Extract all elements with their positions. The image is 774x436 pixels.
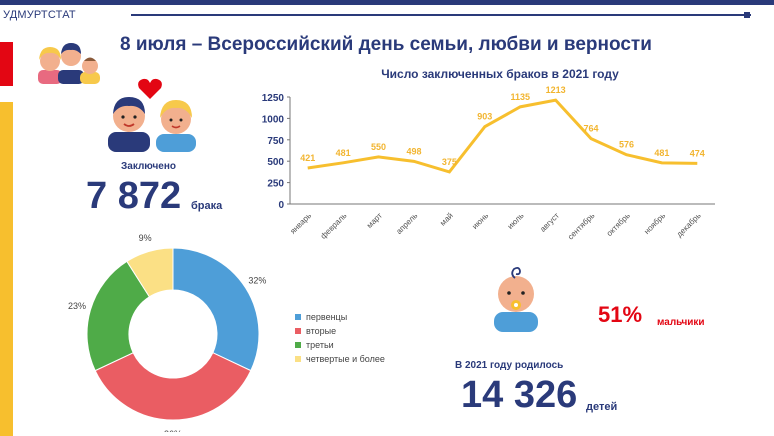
slice-label: 32%: [248, 275, 266, 285]
births-label: В 2021 году родилось: [455, 360, 564, 371]
couple-icon: [108, 97, 196, 152]
baby-icon: [494, 266, 538, 332]
legend-label: первенцы: [306, 312, 348, 322]
header-line: [131, 14, 751, 16]
side-bar-yellow: [0, 102, 13, 436]
donut-slice: [86, 260, 151, 372]
legend-item: четвертые и более: [295, 352, 385, 366]
header-square: [744, 12, 750, 18]
marriages-unit: брака: [191, 200, 223, 212]
y-tick-label: 750: [267, 136, 284, 147]
legend-item: третьи: [295, 338, 385, 352]
x-tick-label: декабрь: [675, 211, 703, 239]
legend-swatch: [295, 356, 301, 362]
y-tick-label: 1000: [262, 114, 285, 125]
legend-label: четвертые и более: [306, 354, 385, 364]
x-tick-label: март: [365, 211, 384, 230]
heart-icon: [138, 78, 162, 99]
x-tick-label: май: [438, 211, 455, 228]
data-label: 1135: [510, 92, 530, 102]
donut-legend: первенцы вторые третьи четвертые и более: [295, 310, 385, 366]
family-icon: [38, 43, 100, 84]
slice-label: 36%: [164, 429, 182, 432]
x-tick-label: январь: [288, 211, 313, 236]
births-unit: детей: [586, 401, 618, 413]
legend-label: вторые: [306, 326, 337, 336]
marriages-value: 7 872: [86, 175, 182, 217]
slice-label: 23%: [68, 301, 86, 311]
x-tick-label: апрель: [394, 211, 419, 236]
donut-chart: 32% 36% 23% 9%: [68, 233, 266, 432]
marriages-label: Заключено: [121, 161, 176, 172]
x-tick-label: ноябрь: [642, 211, 667, 236]
line-series: [307, 98, 698, 174]
x-tick-label: сентябрь: [566, 211, 596, 241]
boys-label: мальчики: [657, 317, 705, 328]
x-tick-label: октябрь: [605, 211, 632, 238]
data-label: 903: [477, 112, 492, 122]
data-label: 1213: [546, 85, 566, 95]
org-name: УДМУРТСТАТ: [3, 9, 76, 21]
births-value: 14 326: [461, 374, 578, 416]
y-tick-label: 250: [267, 179, 284, 190]
top-bar: [0, 0, 774, 5]
legend-item: вторые: [295, 324, 385, 338]
x-tick-label: июнь: [470, 211, 490, 231]
y-tick-label: 500: [267, 157, 284, 168]
x-tick-label: февраль: [319, 211, 349, 241]
data-label: 550: [371, 142, 386, 152]
x-tick-label: август: [538, 211, 561, 234]
legend-label: третьи: [306, 340, 334, 350]
side-bar-red: [0, 42, 13, 86]
page-title: 8 июля – Всероссийский день семьи, любви…: [120, 34, 652, 55]
y-tick-label: 0: [278, 200, 284, 211]
data-label: 576: [619, 140, 634, 150]
y-tick-label: 1250: [262, 93, 285, 104]
line-chart-title: Число заключенных браков в 2021 году: [381, 67, 619, 81]
donut-slice: [126, 247, 174, 298]
legend-swatch: [295, 314, 301, 320]
data-label: 498: [406, 146, 421, 156]
legend-swatch: [295, 328, 301, 334]
legend-item: первенцы: [295, 310, 385, 324]
x-tick-label: июль: [506, 211, 526, 231]
slice-label: 9%: [139, 233, 152, 243]
data-label: 764: [584, 124, 599, 134]
legend-swatch: [295, 342, 301, 348]
line-chart: Число заключенных браков в 2021 году 0 25…: [262, 67, 715, 242]
boys-percent: 51%: [598, 302, 643, 327]
data-label: 481: [654, 148, 669, 158]
donut-slice: [94, 352, 252, 421]
data-label: 421: [300, 153, 315, 163]
donut-slice: [172, 247, 260, 372]
data-label: 481: [336, 148, 351, 158]
data-label: 375: [442, 157, 457, 167]
data-label: 474: [690, 148, 705, 158]
